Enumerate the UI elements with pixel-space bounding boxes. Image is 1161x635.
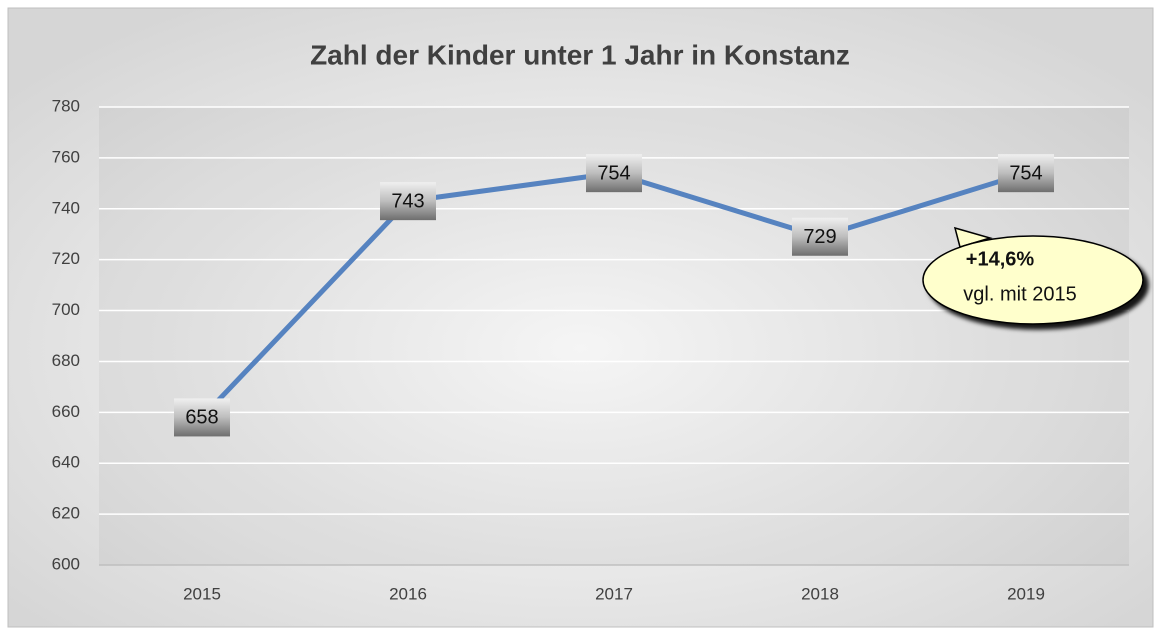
y-tick-label: 760 <box>52 147 80 166</box>
x-tick-label: 2019 <box>1007 584 1045 603</box>
y-tick-label: 620 <box>52 504 80 523</box>
data-label: 729 <box>803 226 836 248</box>
y-tick-label: 740 <box>52 198 80 217</box>
data-label: 754 <box>597 162 630 184</box>
y-tick-label: 720 <box>52 249 80 268</box>
x-tick-label: 2017 <box>595 584 633 603</box>
chart-background <box>7 7 1154 628</box>
data-label: 743 <box>391 190 424 212</box>
data-label-box <box>174 398 230 437</box>
y-tick-label: 680 <box>52 351 80 370</box>
data-label: 754 <box>1009 162 1042 184</box>
y-tick-label: 780 <box>52 96 80 115</box>
data-label-box <box>998 154 1054 193</box>
grid: 600 620 640 660 680 700 720 740 760 780 2015 2016 20… <box>52 96 1129 603</box>
callout-bubble <box>922 235 1144 325</box>
y-tick-label: 660 <box>52 402 80 421</box>
data-label: 658 <box>185 407 218 429</box>
y-tick-label: 600 <box>52 554 80 573</box>
callout-title: +14,6% <box>966 248 1035 270</box>
callout-text: vgl. mit 2015 <box>963 283 1076 305</box>
x-tick-label: 2015 <box>183 584 221 603</box>
x-tick-label: 2016 <box>389 584 427 603</box>
chart-title: Zahl der Kinder unter 1 Jahr in Konstanz <box>310 39 850 70</box>
data-label-box <box>380 182 436 221</box>
x-tick-label: 2018 <box>801 584 839 603</box>
marks: 658 743 754 729 754 <box>174 154 1054 437</box>
data-label-box <box>586 154 642 193</box>
callout: +14,6% vgl. mit 2015 <box>922 226 1144 325</box>
y-tick-label: 700 <box>52 300 80 319</box>
y-tick-label: 640 <box>52 453 80 472</box>
data-label-box <box>792 217 848 256</box>
